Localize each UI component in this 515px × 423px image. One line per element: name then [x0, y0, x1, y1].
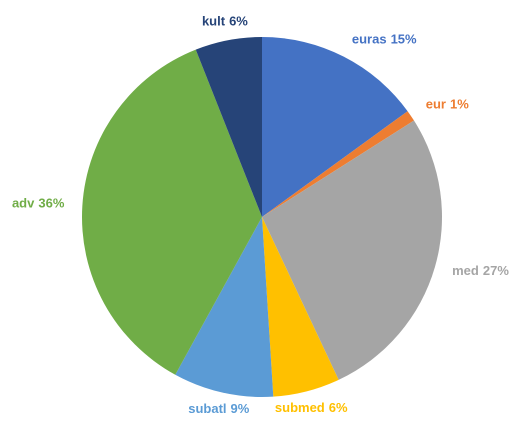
value-label: 6% — [229, 14, 248, 29]
value-label: 15% — [391, 32, 417, 47]
slice-label: submed 6% — [275, 400, 348, 415]
pie-slice — [262, 111, 414, 217]
pie-slice — [262, 217, 339, 397]
value-label: 9% — [231, 402, 250, 417]
pie-slice — [82, 49, 263, 375]
value-label: 6% — [329, 400, 348, 415]
category-name: med — [452, 264, 479, 279]
slice-label: subatl 9% — [188, 402, 250, 417]
category-name: adv — [12, 196, 35, 211]
category-name: submed — [275, 400, 325, 415]
pie-slice — [175, 217, 274, 397]
slice-label: med 27% — [452, 264, 509, 279]
pie-slice — [262, 37, 408, 217]
category-name: subatl — [188, 402, 226, 417]
category-name: kult — [202, 14, 226, 29]
category-name: eur — [426, 97, 446, 112]
slice-label: kult 6% — [202, 14, 248, 29]
pie-slice — [195, 37, 262, 217]
pie-slice — [262, 120, 442, 380]
value-label: 27% — [483, 264, 509, 279]
slice-label: eur 1% — [426, 97, 469, 112]
category-name: euras — [352, 32, 387, 47]
value-label: 1% — [450, 97, 469, 112]
value-label: 36% — [38, 196, 64, 211]
slice-label: euras 15% — [352, 32, 417, 47]
slice-label: adv 36% — [12, 196, 65, 211]
